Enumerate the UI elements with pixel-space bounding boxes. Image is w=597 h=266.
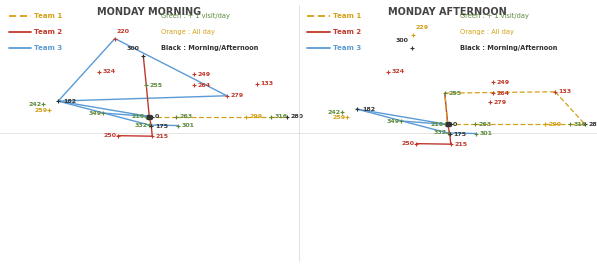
Text: 280: 280 <box>290 114 303 119</box>
Text: 299: 299 <box>250 114 263 119</box>
Text: 324: 324 <box>392 69 405 74</box>
Text: 242: 242 <box>327 110 340 115</box>
Text: MONDAY AFTERNOON: MONDAY AFTERNOON <box>389 7 507 17</box>
Text: 264: 264 <box>198 83 211 88</box>
Text: 255: 255 <box>150 83 163 88</box>
Text: 249: 249 <box>496 80 509 85</box>
Text: Orange : All day: Orange : All day <box>161 29 215 35</box>
Text: Black : Morning/Afternoon: Black : Morning/Afternoon <box>460 45 557 51</box>
Text: 300: 300 <box>395 38 408 43</box>
Text: 182: 182 <box>63 99 76 103</box>
Text: 216: 216 <box>430 122 443 127</box>
Text: 264: 264 <box>496 91 509 95</box>
Text: Black : Morning/Afternoon: Black : Morning/Afternoon <box>161 45 259 51</box>
Text: 324: 324 <box>102 69 115 74</box>
Text: 259: 259 <box>333 115 346 119</box>
Text: 332: 332 <box>135 123 148 127</box>
Text: 316: 316 <box>275 114 288 119</box>
Text: Team 3: Team 3 <box>333 45 361 51</box>
Text: 182: 182 <box>362 107 375 111</box>
Text: 0: 0 <box>155 114 159 119</box>
Text: 299: 299 <box>548 122 561 127</box>
Text: 259: 259 <box>34 108 47 113</box>
Text: 349: 349 <box>88 111 101 115</box>
Text: Team 1: Team 1 <box>333 13 361 19</box>
Text: MONDAY MORNING: MONDAY MORNING <box>97 7 201 17</box>
Text: 0: 0 <box>453 122 457 127</box>
Text: 300: 300 <box>127 46 140 51</box>
Text: 349: 349 <box>387 119 400 123</box>
Text: 175: 175 <box>155 124 168 129</box>
Text: 263: 263 <box>180 114 193 119</box>
Text: 301: 301 <box>479 131 493 136</box>
Text: 215: 215 <box>454 142 467 147</box>
Text: Team 3: Team 3 <box>35 45 63 51</box>
Text: 133: 133 <box>559 89 572 94</box>
Text: 250: 250 <box>103 133 116 138</box>
Text: 250: 250 <box>402 141 415 146</box>
Text: Green : + 1 visit/day: Green : + 1 visit/day <box>161 13 230 19</box>
Text: 175: 175 <box>454 132 466 137</box>
Text: 255: 255 <box>448 91 461 95</box>
Text: 249: 249 <box>198 72 211 77</box>
Text: 133: 133 <box>260 81 273 86</box>
Text: Orange : All day: Orange : All day <box>460 29 513 35</box>
Text: 332: 332 <box>433 131 447 135</box>
Text: Team 2: Team 2 <box>333 29 361 35</box>
Text: 279: 279 <box>230 93 244 98</box>
Text: 301: 301 <box>181 123 194 128</box>
Text: 242: 242 <box>29 102 42 107</box>
Text: 263: 263 <box>478 122 491 127</box>
Text: Team 1: Team 1 <box>35 13 63 19</box>
Text: 316: 316 <box>573 122 586 127</box>
Text: 216: 216 <box>132 114 145 119</box>
Text: Green : + 1 visit/day: Green : + 1 visit/day <box>460 13 528 19</box>
Text: Team 2: Team 2 <box>35 29 63 35</box>
Text: 229: 229 <box>416 25 428 30</box>
Text: 220: 220 <box>117 29 130 34</box>
Text: 279: 279 <box>493 100 506 105</box>
Text: 215: 215 <box>156 134 169 139</box>
Text: 280: 280 <box>589 122 597 127</box>
